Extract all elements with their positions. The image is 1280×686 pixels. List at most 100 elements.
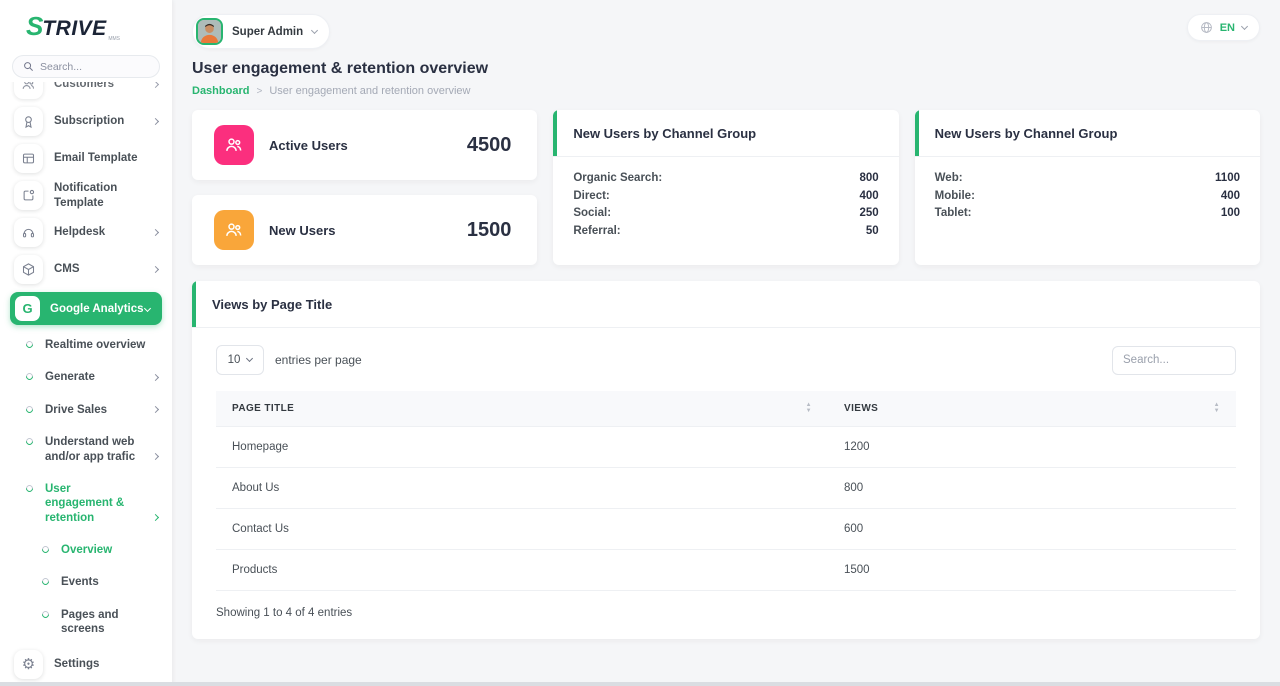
sidebar-item-settings[interactable]: ⚙ Settings <box>0 646 172 683</box>
column-label: PAGE TITLE <box>232 403 294 414</box>
channel-label: Web: <box>935 170 963 188</box>
breadcrumb-current: User engagement and retention overview <box>269 85 470 97</box>
channel-value: 100 <box>1221 205 1240 223</box>
views-by-page-title-card: Views by Page Title 10 entries per page <box>192 281 1260 639</box>
user-menu[interactable]: Super Admin <box>192 14 330 49</box>
page-title: User engagement & retention overview <box>192 60 1260 78</box>
layout-icon <box>14 144 43 173</box>
award-icon <box>14 107 43 136</box>
users-icon <box>14 82 43 99</box>
brand-logo-s: S <box>26 11 42 41</box>
breadcrumb-home[interactable]: Dashboard <box>192 85 249 97</box>
sidebar-item-realtime-overview[interactable]: Realtime overview <box>0 329 172 361</box>
card-body: Organic Search: 800 Direct: 400 Social: … <box>553 157 898 253</box>
sidebar-item-label: Email Template <box>54 151 138 165</box>
sidebar-item-label: Customers <box>54 82 114 92</box>
channel-value: 50 <box>866 223 879 241</box>
card-header: Views by Page Title <box>192 281 1260 328</box>
sidebar-item-understand-web-traffic[interactable]: Understand web and/or app trafic <box>0 426 172 473</box>
stat-value: 1500 <box>467 219 512 242</box>
chevron-right-icon <box>152 118 159 125</box>
channel-row: Referral: 50 <box>573 223 878 241</box>
chevron-right-icon <box>152 374 159 381</box>
channel-label: Tablet: <box>935 205 972 223</box>
headset-icon <box>14 218 43 247</box>
horizontal-scrollbar[interactable] <box>0 682 1280 686</box>
sidebar-item-customers[interactable]: Customers <box>0 82 172 103</box>
card-title: New Users by Channel Group <box>935 126 1118 141</box>
stat-cards: Active Users 4500 New Users 1500 <box>192 110 537 265</box>
user-name: Super Admin <box>232 26 303 38</box>
sidebar-item-label: Pages and screens <box>61 608 158 637</box>
chevron-down-icon <box>1241 23 1248 30</box>
chevron-right-icon <box>152 514 159 521</box>
sidebar-item-label: Realtime overview <box>45 338 145 352</box>
sidebar-item-cms[interactable]: CMS <box>0 251 172 288</box>
bullet-icon <box>25 340 35 350</box>
sidebar-item-pages-and-screens[interactable]: Pages and screens <box>0 599 172 646</box>
entries-per-page-value: 10 <box>228 354 241 366</box>
sidebar-item-drive-sales[interactable]: Drive Sales <box>0 394 172 426</box>
table-row: Homepage 1200 <box>216 427 1236 468</box>
cards-grid: Active Users 4500 New Users 1500 New Use… <box>192 110 1260 265</box>
chevron-down-icon <box>144 305 151 312</box>
sidebar-search[interactable] <box>12 55 160 78</box>
brand-logo[interactable]: STRIVE MMS <box>0 0 172 48</box>
column-header-views[interactable]: VIEWS ▲▼ <box>828 391 1236 427</box>
channel-row: Social: 250 <box>573 205 878 223</box>
sidebar-menu: Customers Subscription Email Template No… <box>0 82 172 686</box>
cell-page-title: Homepage <box>216 427 828 468</box>
bullet-icon <box>41 545 51 555</box>
sidebar-item-user-engagement-retention[interactable]: User engagement & retention <box>0 473 172 534</box>
channel-label: Mobile: <box>935 188 975 206</box>
sort-icon[interactable]: ▲▼ <box>806 403 812 414</box>
views-table: PAGE TITLE ▲▼ VIEWS ▲▼ <box>216 391 1236 591</box>
cell-page-title: About Us <box>216 468 828 509</box>
cell-views: 1200 <box>828 427 1236 468</box>
search-input[interactable] <box>40 61 149 73</box>
table-search-input[interactable] <box>1112 346 1236 375</box>
channel-label: Direct: <box>573 188 609 206</box>
channel-row: Direct: 400 <box>573 188 878 206</box>
bullet-icon <box>41 609 51 619</box>
sidebar-item-events[interactable]: Events <box>0 566 172 598</box>
bullet-icon <box>25 483 35 493</box>
sidebar-item-generate[interactable]: Generate <box>0 361 172 393</box>
entries-per-page-select[interactable]: 10 <box>216 345 264 375</box>
google-analytics-icon: G <box>15 296 40 321</box>
card-body: Web: 1100 Mobile: 400 Tablet: 100 <box>915 157 1260 236</box>
sidebar-item-label: Notification Template <box>54 181 158 210</box>
topbar: Super Admin EN <box>192 14 1260 49</box>
bullet-icon <box>25 404 35 414</box>
language-selector[interactable]: EN <box>1187 14 1260 41</box>
sidebar-item-email-template[interactable]: Email Template <box>0 140 172 177</box>
channel-group-card-2: New Users by Channel Group Web: 1100 Mob… <box>915 110 1260 265</box>
sidebar-item-notification-template[interactable]: Notification Template <box>0 177 172 214</box>
avatar <box>196 18 223 45</box>
chevron-right-icon <box>152 406 159 413</box>
chevron-right-icon <box>152 453 159 460</box>
card-body: 10 entries per page PAGE TITLE ▲▼ <box>192 328 1260 639</box>
globe-icon <box>1200 21 1213 34</box>
users-icon <box>214 210 254 250</box>
cell-views: 600 <box>828 509 1236 550</box>
entries-control: 10 entries per page <box>216 345 362 375</box>
card-header: New Users by Channel Group <box>553 110 898 157</box>
users-icon <box>214 125 254 165</box>
channel-value: 800 <box>859 170 878 188</box>
bullet-icon <box>25 437 35 447</box>
stat-label: Active Users <box>269 138 348 153</box>
column-header-page-title[interactable]: PAGE TITLE ▲▼ <box>216 391 828 427</box>
entries-per-page-label: entries per page <box>275 353 362 367</box>
sort-icon[interactable]: ▲▼ <box>1214 403 1220 414</box>
sidebar-item-overview[interactable]: Overview <box>0 534 172 566</box>
search-icon <box>23 61 34 72</box>
card-title: New Users by Channel Group <box>573 126 756 141</box>
sidebar-item-label: CMS <box>54 262 80 276</box>
sidebar-item-helpdesk[interactable]: Helpdesk <box>0 214 172 251</box>
sidebar-item-label: Events <box>61 575 99 589</box>
sidebar-item-subscription[interactable]: Subscription <box>0 103 172 140</box>
sidebar-item-label: Settings <box>54 657 99 671</box>
sidebar-item-google-analytics[interactable]: G Google Analytics <box>10 292 162 325</box>
sidebar: STRIVE MMS Customers Subscription <box>0 0 172 686</box>
